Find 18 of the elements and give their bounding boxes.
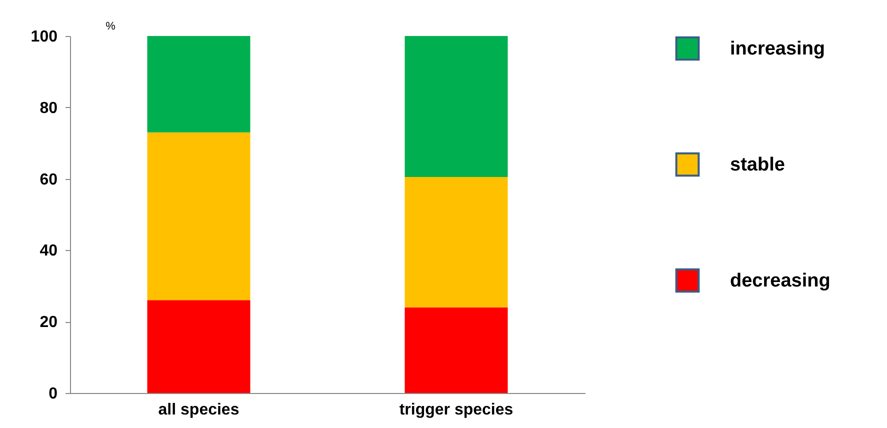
bar <box>147 132 250 300</box>
bar <box>404 36 508 178</box>
y-tick-label: 20 <box>40 314 58 332</box>
legend-label: decreasing <box>730 270 830 292</box>
y-tick-label: 100 <box>30 28 58 46</box>
y-axis-title: % <box>106 20 116 32</box>
bar <box>147 36 250 132</box>
bar <box>147 300 250 393</box>
legend-label: increasing <box>730 38 826 60</box>
x-tick-label: trigger species <box>399 402 514 418</box>
y-tick-label: 80 <box>40 100 58 117</box>
legend-label: stable <box>730 154 785 176</box>
x-tick-label: all species <box>158 402 240 418</box>
bar <box>404 177 508 308</box>
y-tick-label: 60 <box>40 171 58 188</box>
bar <box>404 307 508 393</box>
y-tick-label: 0 <box>48 386 58 402</box>
y-tick-label: 40 <box>40 242 58 260</box>
